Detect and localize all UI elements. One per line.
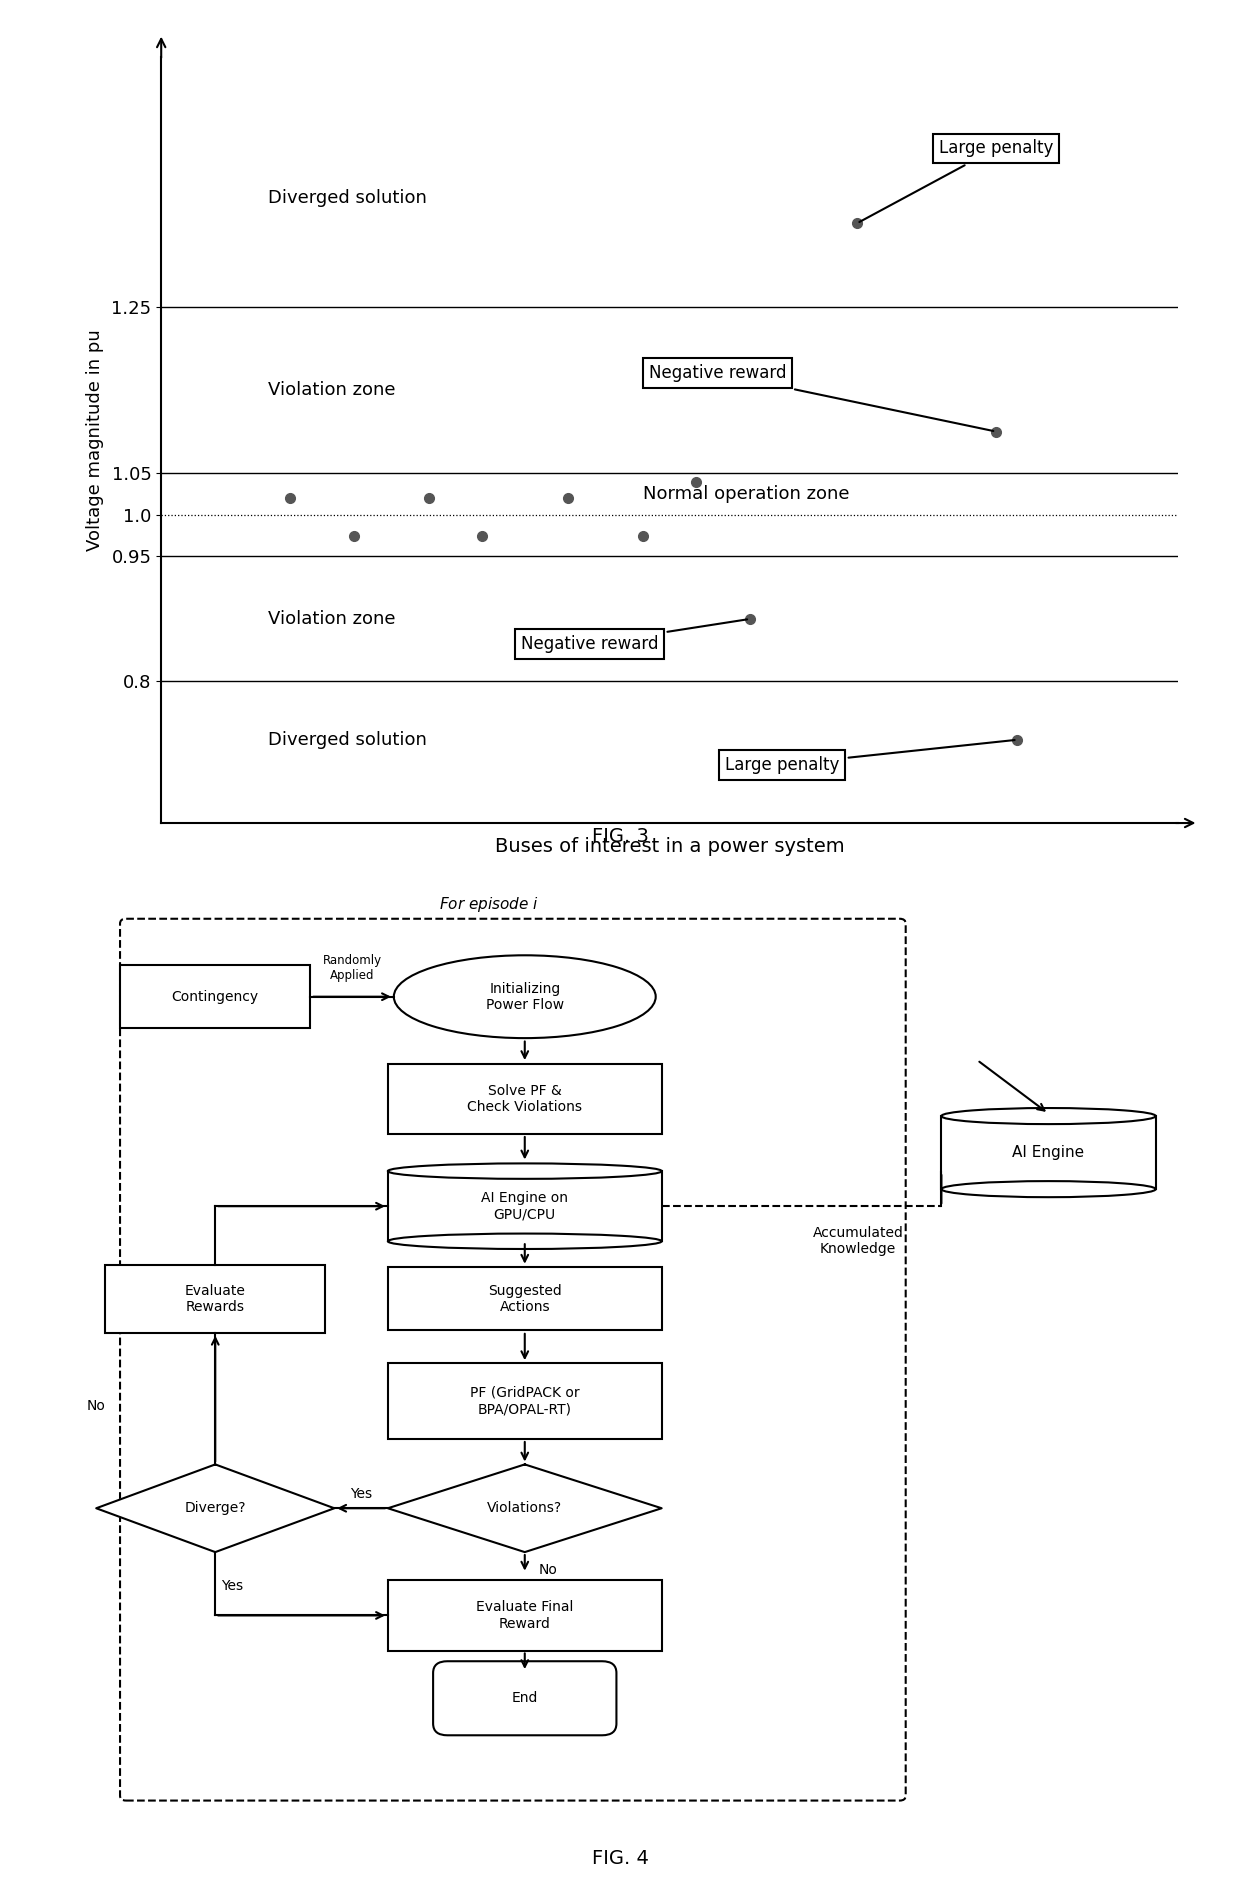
Text: Violation zone: Violation zone (268, 609, 396, 628)
Text: No: No (539, 1563, 558, 1576)
Text: No: No (87, 1398, 105, 1413)
Text: FIG. 4: FIG. 4 (591, 1848, 649, 1867)
Text: AI Engine on
GPU/CPU: AI Engine on GPU/CPU (481, 1192, 568, 1222)
Text: Yes: Yes (350, 1487, 372, 1502)
Polygon shape (97, 1464, 335, 1551)
Ellipse shape (388, 1234, 662, 1249)
Text: Solve PF &
Check Violations: Solve PF & Check Violations (467, 1084, 583, 1114)
Text: Violation zone: Violation zone (268, 380, 396, 399)
Ellipse shape (394, 955, 656, 1039)
Text: Suggested
Actions: Suggested Actions (487, 1283, 562, 1313)
Text: Evaluate Final
Reward: Evaluate Final Reward (476, 1601, 573, 1631)
Text: Large penalty: Large penalty (725, 740, 1014, 774)
Text: End: End (512, 1691, 538, 1705)
Text: Diverged solution: Diverged solution (268, 730, 427, 749)
Ellipse shape (941, 1109, 1156, 1124)
Text: Accumulated
Knowledge: Accumulated Knowledge (812, 1226, 904, 1256)
Text: Yes: Yes (221, 1580, 243, 1593)
Text: Initializing
Power Flow: Initializing Power Flow (486, 982, 564, 1012)
Text: Violations?: Violations? (487, 1500, 562, 1515)
Text: FIG. 3: FIG. 3 (591, 827, 649, 846)
Text: Evaluate
Rewards: Evaluate Rewards (185, 1283, 246, 1313)
Polygon shape (941, 1116, 1156, 1190)
Text: PF (GridPACK or
BPA/OPAL-RT): PF (GridPACK or BPA/OPAL-RT) (470, 1387, 579, 1417)
FancyBboxPatch shape (120, 965, 310, 1029)
FancyBboxPatch shape (388, 1362, 662, 1440)
Text: AI Engine: AI Engine (1013, 1145, 1085, 1160)
Polygon shape (388, 1171, 662, 1241)
Text: Diverged solution: Diverged solution (268, 189, 427, 208)
Text: Randomly
Applied: Randomly Applied (322, 954, 382, 982)
Polygon shape (388, 1464, 662, 1551)
FancyBboxPatch shape (388, 1063, 662, 1133)
Ellipse shape (941, 1181, 1156, 1198)
Text: Negative reward: Negative reward (521, 619, 748, 653)
Text: Contingency: Contingency (171, 990, 259, 1003)
FancyBboxPatch shape (388, 1580, 662, 1650)
Y-axis label: Voltage magnitude in pu: Voltage magnitude in pu (87, 329, 104, 551)
Text: Large penalty: Large penalty (859, 140, 1053, 221)
Text: For episode $i$: For episode $i$ (439, 895, 539, 914)
FancyBboxPatch shape (105, 1264, 325, 1332)
FancyBboxPatch shape (433, 1661, 616, 1735)
Text: Negative reward: Negative reward (649, 365, 993, 431)
Text: Normal operation zone: Normal operation zone (642, 484, 849, 503)
Ellipse shape (388, 1164, 662, 1179)
FancyBboxPatch shape (388, 1268, 662, 1330)
X-axis label: Buses of interest in a power system: Buses of interest in a power system (495, 836, 844, 855)
Text: Diverge?: Diverge? (185, 1500, 246, 1515)
